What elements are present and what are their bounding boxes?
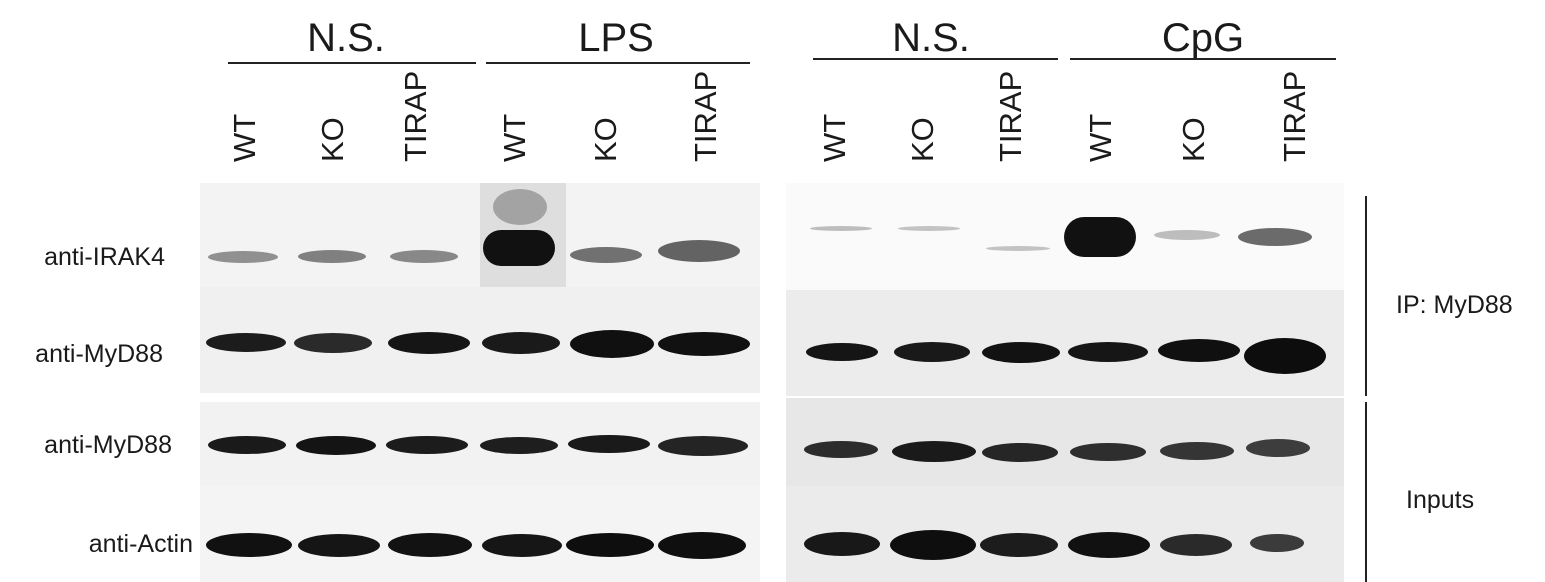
lane-label-2: KO — [315, 117, 350, 162]
row-label-actin: anti-Actin — [88, 530, 193, 558]
lane-label-11: KO — [1176, 117, 1211, 162]
row-label-myd88-input: anti-MyD88 — [44, 431, 172, 459]
lane-label-1: WT — [227, 113, 262, 162]
lane-label-5: KO — [588, 117, 623, 162]
bracket-inputs — [1365, 402, 1367, 582]
bracket-ip — [1365, 196, 1367, 396]
lane-label-8: KO — [905, 117, 940, 162]
group-line-ns-2 — [813, 58, 1058, 60]
group-line-cpg — [1070, 58, 1336, 60]
group-label-ns-2: N.S. — [892, 16, 970, 60]
blot-panel-myd88-ip-left — [200, 287, 760, 393]
lane-label-6: TIRAP — [688, 70, 723, 162]
lane-label-7: WT — [817, 113, 852, 162]
lane-label-3: TIRAP — [398, 70, 433, 162]
blot-panel-myd88-ip-right — [786, 290, 1344, 396]
lane-label-12: TIRAP — [1277, 70, 1312, 162]
blot-panel-actin-left — [200, 486, 760, 582]
side-label-ip-myd88: IP: MyD88 — [1396, 291, 1513, 319]
group-line-ns-1 — [228, 62, 476, 64]
lane-label-10: WT — [1083, 113, 1118, 162]
group-label-ns-1: N.S. — [307, 16, 385, 60]
group-label-cpg: CpG — [1161, 16, 1245, 60]
group-line-lps — [486, 62, 750, 64]
side-label-inputs: Inputs — [1406, 486, 1475, 514]
blot-panel-myd88-input-right — [786, 398, 1344, 486]
lane-label-9: TIRAP — [993, 70, 1028, 162]
blot-panel-irak4-right — [786, 183, 1344, 290]
group-label-lps: LPS — [578, 16, 654, 60]
blot-panel-irak4-left — [200, 183, 760, 287]
blot-panel-myd88-input-left — [200, 402, 760, 486]
lane-label-4: WT — [497, 113, 532, 162]
row-label-irak4: anti-IRAK4 — [44, 243, 165, 271]
row-label-myd88-ip: anti-MyD88 — [35, 340, 163, 368]
blot-panel-actin-right — [786, 486, 1344, 582]
